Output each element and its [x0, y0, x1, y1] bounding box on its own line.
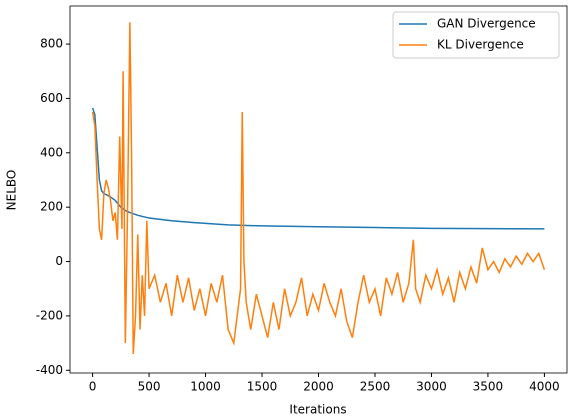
line-series	[91, 107, 545, 230]
y-tick-label: 400	[40, 145, 63, 159]
x-tick-label: 0	[89, 380, 97, 394]
x-tick-label: 500	[138, 380, 161, 394]
line-series	[91, 22, 546, 355]
x-tick-label: 1500	[247, 380, 278, 394]
plot-frame	[69, 5, 568, 374]
x-tick-label: 3500	[473, 380, 504, 394]
legend-label: KL Divergence	[437, 38, 524, 52]
y-tick-label: -400	[36, 363, 63, 377]
x-tick-label: 2000	[303, 380, 334, 394]
y-tick-label: 0	[55, 254, 63, 268]
y-tick-label: 600	[40, 91, 63, 105]
x-tick-label: 2500	[360, 380, 391, 394]
y-tick-label: 800	[40, 37, 63, 51]
x-tick-label: 3000	[416, 380, 447, 394]
y-axis-label: NELBO	[5, 170, 19, 211]
legend-box	[392, 11, 560, 59]
y-tick-label: -200	[36, 308, 63, 322]
x-tick-label: 1000	[190, 380, 221, 394]
y-tick-label: 200	[40, 200, 63, 214]
x-tick-label: 4000	[529, 380, 560, 394]
legend-label: GAN Divergence	[437, 17, 536, 31]
x-axis-label: Iterations	[289, 403, 346, 417]
